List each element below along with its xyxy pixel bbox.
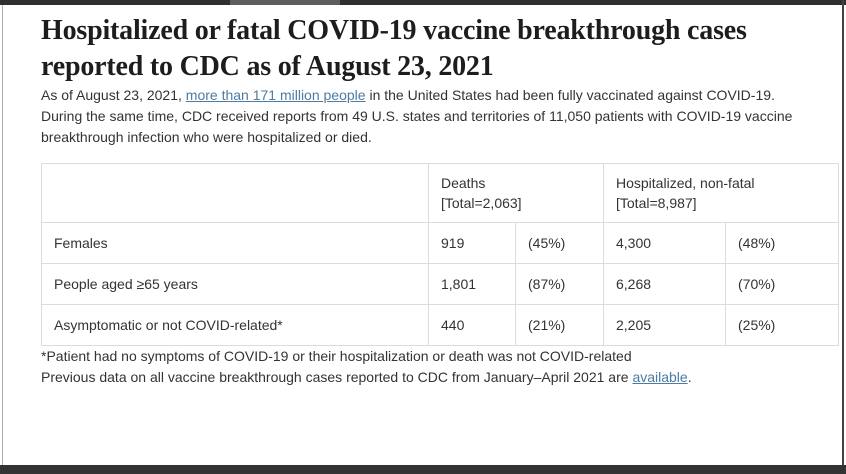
hospitalized-percent: (70%) — [725, 263, 839, 305]
deaths-count: 440 — [428, 304, 516, 346]
page-right-border — [842, 0, 844, 465]
deaths-column-header: Deaths [Total=2,063] — [428, 163, 604, 223]
fully-vaccinated-link[interactable]: more than 171 million people — [185, 87, 366, 103]
intro-text-before: As of August 23, 2021, — [41, 87, 186, 103]
table-row: Females 919 (45%) 4,300 (48%) — [41, 222, 839, 264]
hospitalized-column-header: Hospitalized, non-fatal [Total=8,987] — [603, 163, 839, 223]
breakthrough-cases-table: Deaths [Total=2,063] Hospitalized, non-f… — [41, 163, 839, 346]
window-top-edge-highlight — [230, 0, 340, 5]
window-bottom-edge — [0, 465, 846, 474]
hospitalized-header-total: [Total=8,987] — [616, 195, 697, 211]
previous-text-after: . — [687, 369, 692, 385]
available-link[interactable]: available — [632, 369, 688, 385]
page-title: Hospitalized or fatal COVID-19 vaccine b… — [41, 15, 747, 82]
row-label: Asymptomatic or not COVID-related* — [41, 304, 429, 346]
hospitalized-count: 6,268 — [603, 263, 726, 305]
intro-paragraph: As of August 23, 2021, more than 171 mil… — [41, 85, 838, 106]
report-paragraph: During the same time, CDC received repor… — [41, 108, 793, 145]
previous-text-before: Previous data on all vaccine breakthroug… — [41, 369, 633, 385]
table-row: People aged ≥65 years 1,801 (87%) 6,268 … — [41, 263, 839, 305]
deaths-percent: (21%) — [515, 304, 604, 346]
deaths-header-label: Deaths — [441, 175, 486, 191]
table-header-row: Deaths [Total=2,063] Hospitalized, non-f… — [41, 163, 839, 223]
deaths-percent: (87%) — [515, 263, 604, 305]
table-row: Asymptomatic or not COVID-related* 440 (… — [41, 304, 839, 346]
hospitalized-header-label: Hospitalized, non-fatal — [616, 175, 755, 191]
empty-header-cell — [41, 163, 429, 223]
hospitalized-count: 4,300 — [603, 222, 726, 264]
previous-data-paragraph: Previous data on all vaccine breakthroug… — [41, 367, 838, 388]
deaths-count: 919 — [428, 222, 516, 264]
table-footnote: *Patient had no symptoms of COVID-19 or … — [41, 348, 632, 364]
row-label: Females — [41, 222, 429, 264]
deaths-count: 1,801 — [428, 263, 516, 305]
deaths-percent: (45%) — [515, 222, 604, 264]
deaths-header-total: [Total=2,063] — [441, 195, 522, 211]
hospitalized-percent: (48%) — [725, 222, 839, 264]
intro-text-after: in the United States had been fully vacc… — [365, 87, 775, 103]
row-label: People aged ≥65 years — [41, 263, 429, 305]
hospitalized-count: 2,205 — [603, 304, 726, 346]
window-top-edge — [0, 0, 846, 5]
page-left-border — [2, 5, 3, 465]
hospitalized-percent: (25%) — [725, 304, 839, 346]
article-content: Hospitalized or fatal COVID-19 vaccine b… — [0, 5, 846, 388]
